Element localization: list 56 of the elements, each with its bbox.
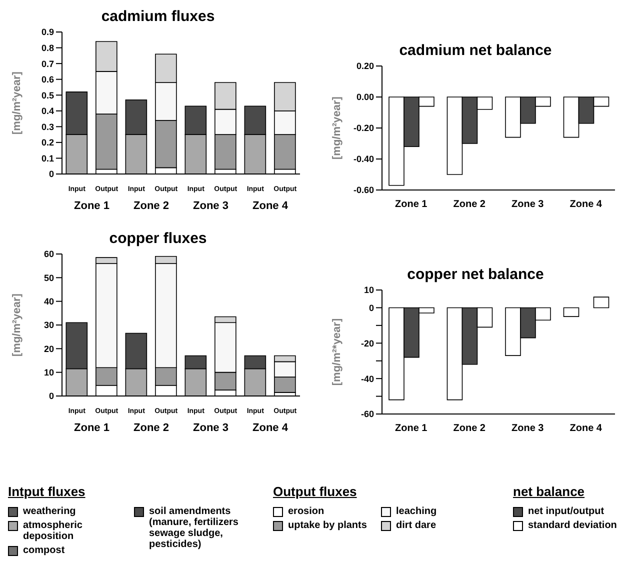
chart-title: cadmium net balance bbox=[398, 42, 553, 60]
legend-label: dirt dare bbox=[396, 520, 436, 531]
x-tick-label: Zone 4 bbox=[570, 423, 602, 434]
legend-label: uptake by plants bbox=[288, 520, 367, 531]
y-tick-label: 0.4 bbox=[41, 106, 54, 116]
y-tick-label: 30 bbox=[44, 320, 54, 330]
y-tick-label: 0 bbox=[48, 169, 54, 180]
y-axis-title: [mg/m²year] bbox=[10, 71, 23, 134]
y-tick-label: -60 bbox=[360, 409, 374, 420]
legend-label: erosion bbox=[288, 506, 324, 517]
legend-label: weathering bbox=[23, 506, 76, 517]
x-tick-label: Zone 2 bbox=[453, 423, 486, 434]
chart-title: copper fluxes bbox=[108, 230, 208, 248]
x-tick-label: Zone 1 bbox=[395, 423, 428, 434]
y-tick-label: -0.60 bbox=[353, 185, 374, 196]
x-tick-label: Zone 3 bbox=[512, 199, 544, 210]
y-tick-label: 50 bbox=[44, 272, 54, 283]
y-tick-label: 0 bbox=[368, 302, 374, 313]
legend-label: compost bbox=[23, 545, 65, 556]
y-tick-label: 0.7 bbox=[41, 58, 54, 69]
y-tick-label: 0.2 bbox=[41, 138, 54, 148]
chart-title: cadmium fluxes bbox=[100, 8, 216, 26]
y-tick-label: -0.40 bbox=[353, 154, 374, 164]
y-axis-title: [mg/m²year] bbox=[10, 293, 23, 356]
y-tick-label: 0.3 bbox=[41, 122, 54, 132]
y-axis-title: [mg/m²year] bbox=[330, 96, 343, 160]
chart-title: copper net balance bbox=[406, 266, 545, 284]
x-tick-label: Zone 2 bbox=[453, 199, 486, 210]
legend-label: soil amendments (manure, fertilizers sewage sludge, pesticides) bbox=[149, 506, 240, 550]
legend-label: leaching bbox=[396, 506, 437, 517]
y-tick-label: 0.1 bbox=[41, 153, 54, 164]
y-tick-label: 0 bbox=[48, 391, 54, 402]
y-tick-label: 40 bbox=[44, 296, 54, 307]
legend-label: atmospheric deposition bbox=[23, 520, 84, 542]
y-tick-label: 0.20 bbox=[356, 61, 374, 72]
y-tick-label: 10 bbox=[364, 285, 374, 296]
y-tick-label: 60 bbox=[44, 249, 54, 260]
y-axis-title: [mg/m²*year] bbox=[330, 318, 343, 386]
y-tick-label: 20 bbox=[44, 344, 54, 354]
y-tick-label: 0.5 bbox=[41, 90, 54, 100]
y-tick-label: 0.00 bbox=[356, 92, 374, 102]
y-tick-label: 0.6 bbox=[41, 74, 54, 85]
legend-label: standard deviation bbox=[528, 520, 617, 531]
x-tick-label: Zone 3 bbox=[512, 423, 544, 434]
text: Output fluxes bbox=[273, 484, 357, 499]
text: Intput fluxes bbox=[8, 484, 86, 499]
text: net balance bbox=[513, 484, 585, 499]
x-tick-label: Zone 1 bbox=[395, 199, 428, 210]
y-tick-label: -20 bbox=[360, 338, 374, 348]
y-tick-label: 0.9 bbox=[41, 27, 54, 38]
y-tick-label: 0.8 bbox=[41, 42, 54, 53]
legend-label: net input/output bbox=[528, 506, 604, 517]
y-tick-label: -0.20 bbox=[353, 123, 374, 134]
y-tick-label: 10 bbox=[44, 368, 54, 378]
x-tick-label: Zone 4 bbox=[570, 199, 602, 210]
y-tick-label: -40 bbox=[360, 374, 374, 384]
